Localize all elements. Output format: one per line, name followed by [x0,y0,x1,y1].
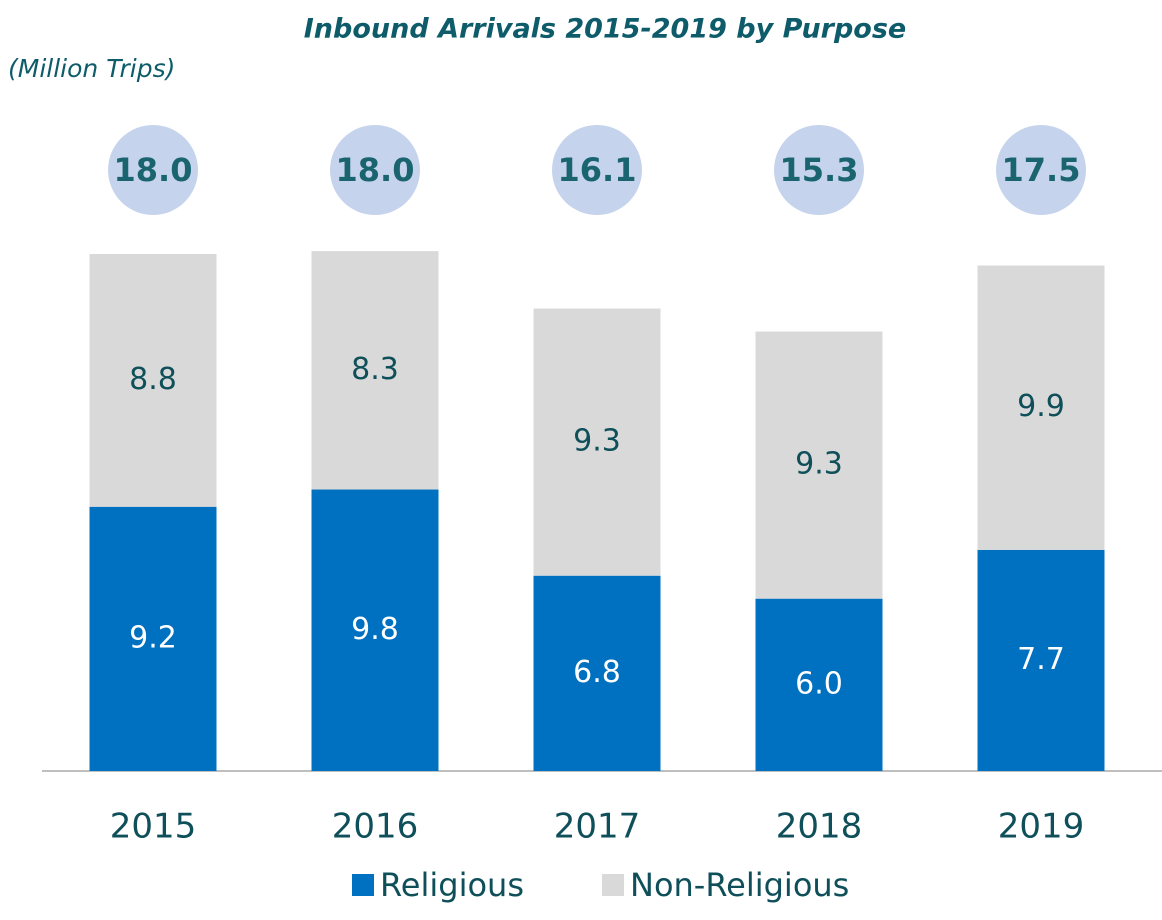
legend-swatch [602,874,624,896]
bar-segment [977,549,1105,771]
bar-segment [533,575,661,771]
bar-segment [977,265,1105,550]
value-label: 9.9 [1017,389,1065,424]
total-label: 17.5 [1002,151,1081,189]
total-badge [552,125,642,215]
value-label: 9.3 [795,447,843,482]
bar-segment [311,251,439,490]
value-label: 6.0 [795,666,843,701]
legend-label: Non-Religious [630,866,849,904]
value-label: 6.8 [573,655,621,690]
bar-segment [533,308,661,576]
bar-segment [311,489,439,771]
chart-subtitle: (Million Trips) [8,54,175,83]
legend-label: Religious [380,866,524,904]
total-badge [774,125,864,215]
total-label: 18.0 [336,151,415,189]
x-tick-label: 2017 [554,807,641,847]
value-label: 8.3 [351,352,399,387]
total-badge [108,125,198,215]
value-label: 7.7 [1017,642,1065,677]
x-tick-label: 2015 [110,807,197,847]
x-tick-label: 2019 [998,807,1085,847]
x-tick-label: 2016 [332,807,419,847]
value-label: 9.2 [129,620,177,655]
total-badge [330,125,420,215]
total-badge [996,125,1086,215]
bar-segment [755,331,883,599]
value-label: 9.8 [351,612,399,647]
bar-segment [89,506,217,771]
bar-segment [89,254,217,507]
bar-segment [755,598,883,771]
chart-title: Inbound Arrivals 2015-2019 by Purpose [304,14,907,45]
value-label: 8.8 [129,362,177,397]
total-label: 15.3 [780,151,859,189]
total-label: 16.1 [558,151,637,189]
x-tick-label: 2018 [776,807,863,847]
total-label: 18.0 [114,151,193,189]
value-label: 9.3 [573,424,621,459]
legend-swatch [352,874,374,896]
